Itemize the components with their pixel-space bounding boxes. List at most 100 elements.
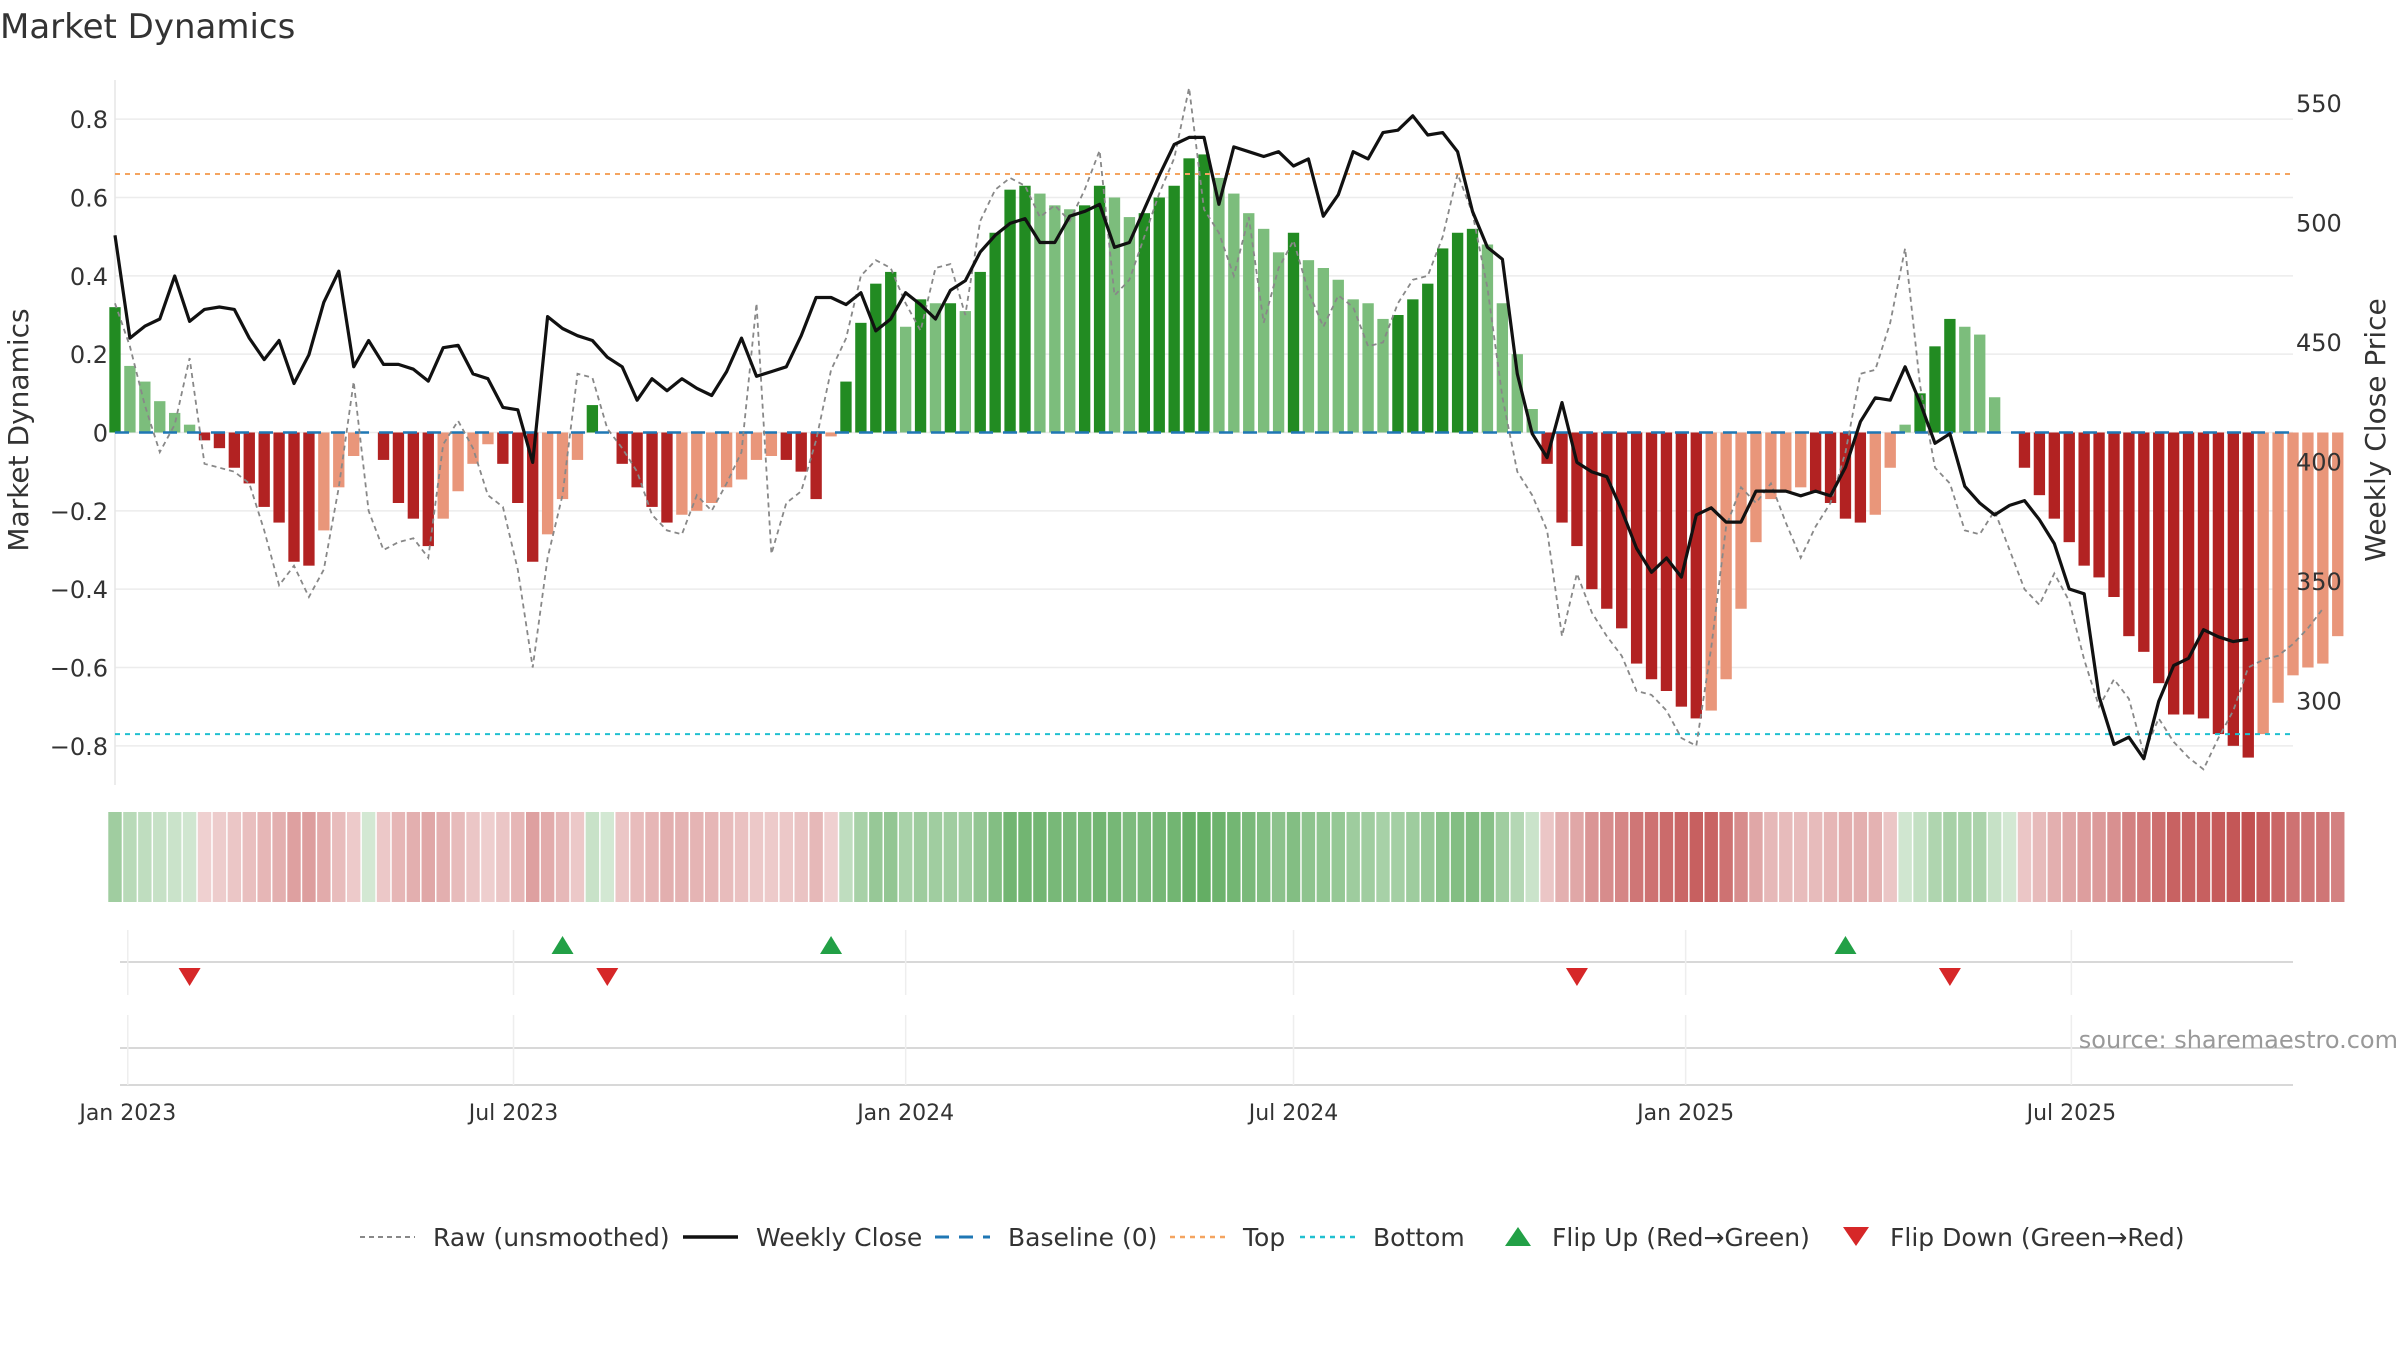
strip-cell (302, 812, 316, 902)
legend-item-baseline: Baseline (0) (935, 1223, 1157, 1252)
strip-cell (854, 812, 868, 902)
strip-cell (182, 812, 197, 902)
bar (1451, 232, 1464, 433)
y-axis-label-left: Market Dynamics (2, 308, 35, 551)
strip-cell (600, 812, 615, 902)
strip-cell (1704, 812, 1718, 902)
strip-cell (1764, 812, 1778, 902)
strip-cell (153, 812, 167, 902)
bar (213, 432, 226, 449)
y-tick-label-left: −0.4 (50, 576, 108, 604)
bar (1854, 432, 1867, 523)
legend-label: Bottom (1373, 1223, 1465, 1252)
bar (228, 432, 241, 468)
strip-cell (1152, 812, 1166, 902)
strip-cell (1256, 812, 1271, 902)
bar (2018, 432, 2031, 468)
strip-cell (615, 812, 629, 902)
bar (1556, 432, 1568, 523)
bar (1645, 432, 1658, 680)
bar (899, 326, 912, 433)
strip-cell (2256, 812, 2270, 902)
strip-cell (1987, 812, 2002, 902)
bar (2048, 432, 2060, 519)
strip-cell (1435, 812, 1450, 902)
bar (586, 405, 599, 433)
strip-cell (690, 812, 704, 902)
strip-cell (406, 812, 421, 902)
legend-item-raw: Raw (unsmoothed) (360, 1223, 670, 1252)
bar (2063, 432, 2075, 543)
legend-label: Raw (unsmoothed) (433, 1223, 670, 1252)
strip-cell (884, 812, 898, 902)
strip-cell (1614, 812, 1629, 902)
source-credit: source: sharemaestro.com (2079, 1026, 2398, 1054)
bar (1571, 432, 1583, 547)
bar (571, 432, 584, 460)
strip-cell (645, 812, 659, 902)
bar (706, 432, 718, 503)
bar (616, 432, 628, 464)
x-tick-label: Jan 2025 (1635, 1101, 1734, 1126)
y-tick-label-right: 350 (2296, 568, 2342, 596)
flip-up-marker (820, 936, 843, 954)
bar (989, 232, 1001, 433)
strip-cell (1137, 812, 1152, 902)
strip-cell (1629, 812, 1644, 902)
strip-cell (317, 812, 331, 902)
bar (631, 432, 643, 488)
strip-cell (2181, 812, 2196, 902)
bar (288, 432, 300, 562)
strip-cell (1480, 812, 1495, 902)
strip-cell (123, 812, 137, 902)
strip-cell (2211, 812, 2226, 902)
strip-cell (2092, 812, 2106, 902)
strip-cell (1048, 812, 1062, 902)
strip-cell (1376, 812, 1390, 902)
strip-cell (212, 812, 227, 902)
strip-cell (1361, 812, 1375, 902)
strip-cell (1674, 812, 1689, 902)
strip-cell (1689, 812, 1704, 902)
bar (1198, 154, 1210, 433)
bar (1750, 432, 1762, 543)
strip-cell (496, 812, 510, 902)
legend-label: Top (1242, 1223, 1285, 1252)
bar (1511, 354, 1523, 433)
strip-cell (1003, 812, 1017, 902)
bar (422, 432, 434, 547)
strip-cell (1331, 812, 1345, 902)
strip-cell (1883, 812, 1897, 902)
bar (124, 365, 136, 433)
strip-cell (1853, 812, 1868, 902)
bar (1944, 318, 1956, 433)
bar (348, 432, 360, 456)
bar (2182, 432, 2195, 715)
strip-cell (913, 812, 928, 902)
strip-cell (1107, 812, 1122, 902)
chart-title: Market Dynamics (0, 7, 295, 47)
bar (1258, 228, 1270, 433)
bar (1004, 189, 1016, 433)
bar (720, 432, 733, 488)
strip-cell (1033, 812, 1047, 902)
x-tick-label: Jul 2024 (1247, 1101, 1339, 1126)
flip-down-marker (1938, 968, 1961, 986)
bar (2108, 432, 2120, 597)
strip-cell (2196, 812, 2211, 902)
strip-cell (242, 812, 256, 902)
strip-cell (1823, 812, 1838, 902)
strip-cell (1122, 812, 1137, 902)
strip-cell (2226, 812, 2241, 902)
bar (661, 432, 673, 523)
bar (1078, 205, 1091, 433)
strip-cell (1286, 812, 1301, 902)
strip-cell (1063, 812, 1077, 902)
strip-cell (525, 812, 540, 902)
strip-cell (451, 812, 465, 902)
bar (512, 432, 524, 503)
strip-cell (1271, 812, 1286, 902)
strip-cell (167, 812, 182, 902)
strip-cell (928, 812, 943, 902)
